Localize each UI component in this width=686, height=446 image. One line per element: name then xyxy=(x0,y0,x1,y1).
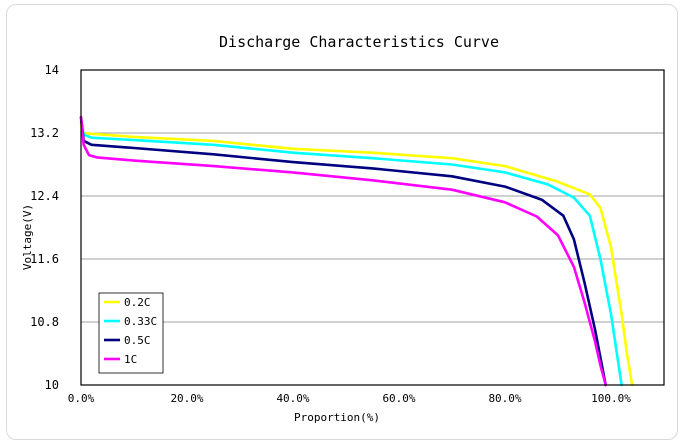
legend-label: 1C xyxy=(124,353,137,366)
chart-title: Discharge Characteristics Curve xyxy=(219,33,499,51)
x-tick-label: 100.0% xyxy=(591,392,631,405)
x-tick-label: 0.0% xyxy=(68,392,95,405)
chart-frame: Discharge Characteristics Curve 14 13.2 12… xyxy=(6,4,678,440)
series-line-0-33c xyxy=(79,119,623,387)
series-lines xyxy=(79,115,634,387)
series-line-1c xyxy=(79,115,608,387)
x-axis-label: Proportion(%) xyxy=(294,411,380,424)
legend-label: 0.33C xyxy=(124,315,157,328)
x-tick-label: 20.0% xyxy=(170,392,203,405)
series-line-0-2c xyxy=(79,123,634,387)
x-axis-ticks: 0.0% 20.0% 40.0% 60.0% 80.0% 100.0% xyxy=(68,392,631,405)
x-tick-label: 60.0% xyxy=(382,392,415,405)
x-tick-label: 80.0% xyxy=(488,392,521,405)
legend-label: 0.5C xyxy=(124,334,151,347)
x-tick-label: 40.0% xyxy=(276,392,309,405)
y-tick-label: 12.4 xyxy=(30,189,59,203)
y-tick-label: 10 xyxy=(45,378,59,392)
gridlines xyxy=(81,132,664,323)
y-tick-label: 10.8 xyxy=(30,315,59,329)
y-tick-label: 14 xyxy=(45,63,59,77)
y-axis-ticks: 14 13.2 12.4 11.6 10.8 10 xyxy=(30,63,59,392)
y-tick-label: 11.6 xyxy=(30,252,59,266)
series-line-0-5c xyxy=(79,115,608,387)
legend: 0.2C 0.33C 0.5C 1C xyxy=(98,292,164,374)
y-axis-label: Voltage(V) xyxy=(21,204,34,270)
y-tick-label: 13.2 xyxy=(30,126,59,140)
plot-area xyxy=(80,69,665,386)
legend-label: 0.2C xyxy=(124,296,151,309)
discharge-chart: Discharge Characteristics Curve 14 13.2 12… xyxy=(21,33,665,424)
